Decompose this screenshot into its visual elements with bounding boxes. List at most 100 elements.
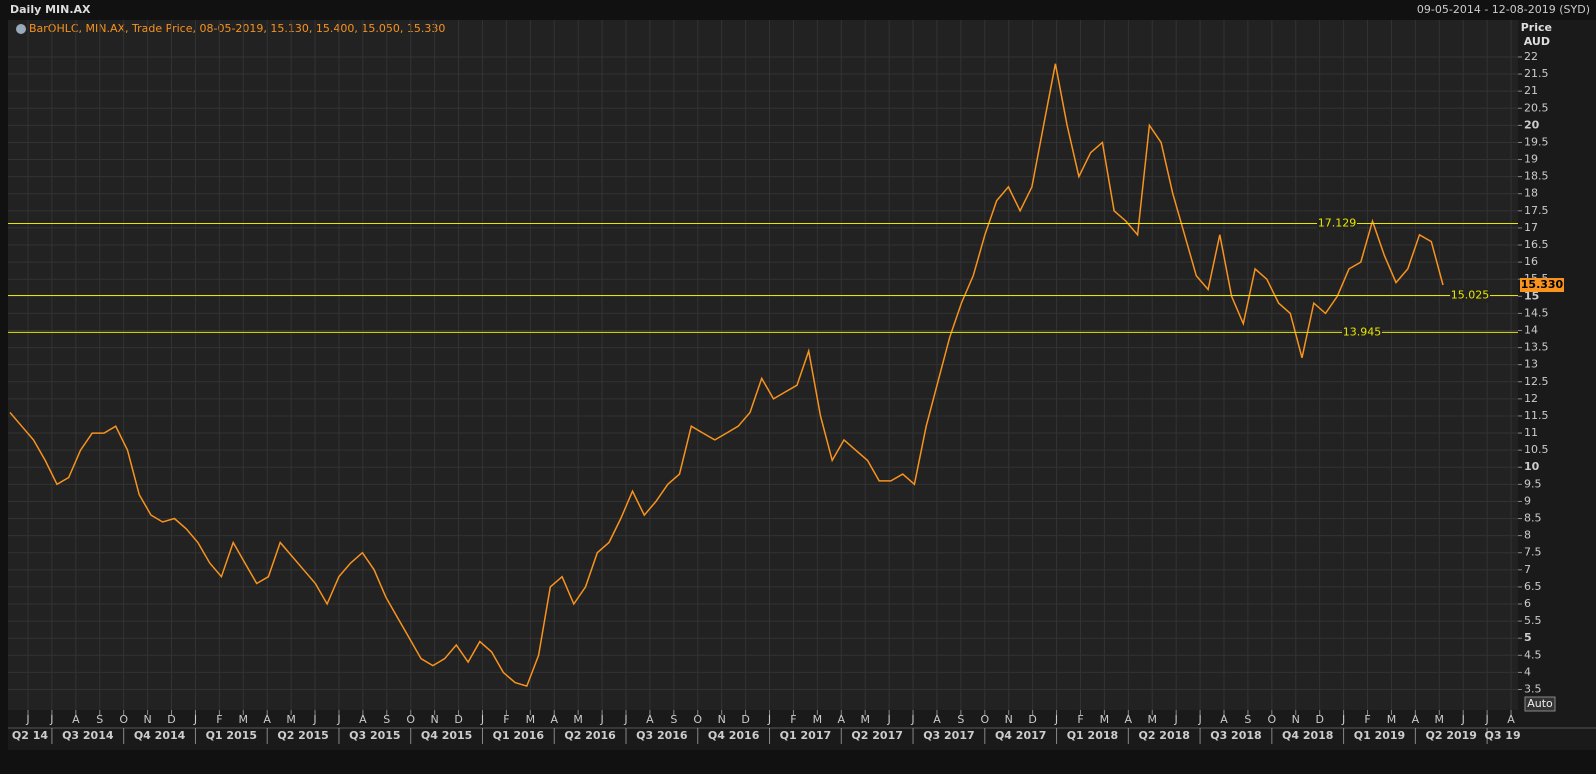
- y-tick-label: 13: [1524, 358, 1538, 371]
- x-tick-label: O: [119, 713, 128, 726]
- y-tick-label: 11: [1524, 426, 1538, 439]
- auto-button[interactable]: [1524, 696, 1556, 712]
- y-tick-label: 16.5: [1524, 238, 1549, 251]
- y-tick-label: 21: [1524, 84, 1538, 97]
- y-tick-label: 14.5: [1524, 306, 1549, 319]
- y-tick-label: 11.5: [1524, 409, 1549, 422]
- y-tick-label: 9.5: [1524, 477, 1542, 490]
- y-tick-label: 18: [1524, 187, 1538, 200]
- level-label-bg: [1342, 325, 1382, 340]
- x-tick-label: M: [1387, 713, 1397, 726]
- x-tick-label: J: [623, 713, 627, 726]
- x-tick-label: J: [49, 713, 53, 726]
- quarter-label: Q3 19: [1484, 729, 1520, 742]
- y-tick-label: 8: [1524, 529, 1531, 542]
- quarter-label: Q3 2016: [636, 729, 688, 742]
- y-tick-label: 17.5: [1524, 204, 1549, 217]
- y-tick-label: 17: [1524, 221, 1538, 234]
- y-tick-label: 21.5: [1524, 67, 1549, 80]
- quarter-label: Q2 2017: [851, 729, 902, 742]
- quarter-label: Q4 2016: [708, 729, 760, 742]
- x-tick-label: F: [790, 713, 796, 726]
- chart-title: Daily MIN.AX: [10, 3, 91, 16]
- x-tick-label: S: [1244, 713, 1251, 726]
- y-tick-label: 22: [1524, 50, 1538, 63]
- x-tick-label: S: [96, 713, 103, 726]
- x-tick-label: J: [25, 713, 29, 726]
- quarter-label: Q4 2015: [421, 729, 472, 742]
- x-tick-label: A: [263, 713, 271, 726]
- level-label: 17.129: [1318, 217, 1357, 230]
- y-tick-label: 7: [1524, 563, 1531, 576]
- y-tick-label: 7.5: [1524, 546, 1542, 559]
- quarter-label: Q1 2018: [1067, 729, 1118, 742]
- x-tick-label: N: [431, 713, 439, 726]
- y-tick-label: 5: [1524, 631, 1532, 644]
- x-tick-label: A: [933, 713, 941, 726]
- y-tick-label: 20.5: [1524, 101, 1549, 114]
- x-tick-label: O: [693, 713, 702, 726]
- x-tick-label: M: [286, 713, 296, 726]
- x-tick-label: D: [741, 713, 749, 726]
- y-tick-label: 20: [1524, 118, 1540, 131]
- x-tick-label: A: [359, 713, 367, 726]
- x-tick-label: A: [646, 713, 654, 726]
- x-tick-label: M: [239, 713, 249, 726]
- level-label-bg: [1450, 288, 1490, 303]
- last-price-tag: [1520, 278, 1564, 293]
- x-tick-label: F: [216, 713, 222, 726]
- y-tick-label: 16: [1524, 255, 1538, 268]
- x-axis-panel: [8, 710, 1596, 750]
- auto-button-label[interactable]: Auto: [1527, 697, 1553, 710]
- quarter-label: Q3 2018: [1210, 729, 1261, 742]
- y-tick-label: 18.5: [1524, 170, 1549, 183]
- level-label: 15.025: [1451, 288, 1490, 301]
- y-tick-label: 4: [1524, 665, 1531, 678]
- x-tick-label: A: [1220, 713, 1228, 726]
- x-tick-label: J: [1461, 713, 1465, 726]
- y-tick-label: 6: [1524, 597, 1531, 610]
- axis-label: Price: [1521, 21, 1552, 34]
- y-tick-label: 10: [1524, 460, 1540, 473]
- x-tick-label: F: [1364, 713, 1370, 726]
- x-tick-label: M: [1147, 713, 1157, 726]
- x-tick-label: J: [599, 713, 603, 726]
- x-tick-label: J: [193, 713, 197, 726]
- x-tick-label: N: [1292, 713, 1300, 726]
- y-tick-label: 3.5: [1524, 682, 1542, 695]
- y-tick-label: 6.5: [1524, 580, 1542, 593]
- price-line: [9, 63, 1444, 688]
- x-tick-label: A: [1412, 713, 1420, 726]
- quarter-label: Q2 2016: [564, 729, 616, 742]
- x-tick-label: O: [1268, 713, 1277, 726]
- legend: BarOHLC, MIN.AX, Trade Price, 08-05-2019…: [29, 22, 445, 35]
- x-tick-label: M: [860, 713, 870, 726]
- x-tick-label: O: [406, 713, 415, 726]
- level-label-bg: [1317, 216, 1357, 231]
- quarter-label: Q2 14: [12, 729, 48, 742]
- quarter-label: Q4 2017: [995, 729, 1046, 742]
- x-tick-label: A: [1507, 713, 1515, 726]
- x-tick-label: F: [503, 713, 509, 726]
- x-tick-label: J: [1174, 713, 1178, 726]
- y-tick-label: 9: [1524, 494, 1531, 507]
- quarter-label: Q3 2017: [923, 729, 974, 742]
- y-tick-label: 8.5: [1524, 512, 1542, 525]
- x-tick-label: J: [312, 713, 316, 726]
- date-range: 09-05-2014 - 12-08-2019 (SYD): [1417, 3, 1590, 16]
- x-tick-label: M: [1100, 713, 1110, 726]
- quarter-label: Q3 2014: [62, 729, 114, 742]
- y-tick-label: 19.5: [1524, 135, 1549, 148]
- quarter-label: Q2 2015: [277, 729, 328, 742]
- legend-icon: [16, 24, 26, 34]
- x-tick-label: M: [573, 713, 583, 726]
- x-tick-label: M: [526, 713, 536, 726]
- quarter-label: Q4 2014: [134, 729, 186, 742]
- y-axis-panel: [1518, 20, 1596, 710]
- y-tick-label: 15: [1524, 289, 1539, 302]
- y-tick-label: 12.5: [1524, 375, 1549, 388]
- quarter-label: Q1 2016: [493, 729, 545, 742]
- x-tick-label: O: [980, 713, 989, 726]
- y-tick-label: 14: [1524, 323, 1538, 336]
